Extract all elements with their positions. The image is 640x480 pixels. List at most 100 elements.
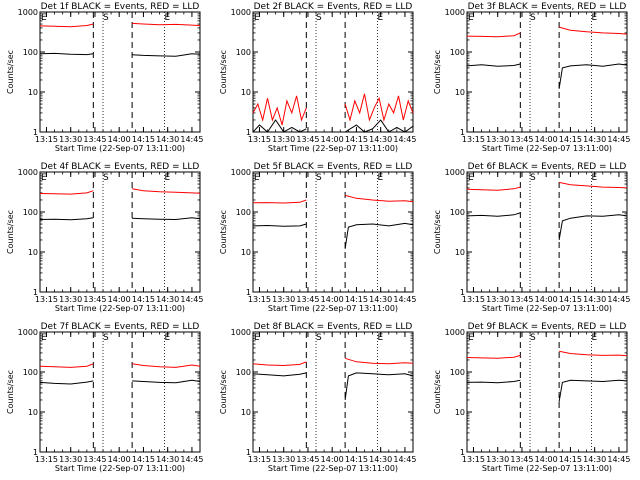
y-tick-label: 1000 bbox=[445, 328, 465, 337]
x-axis-label: Start Time (22-Sep-07 13:11:00) bbox=[55, 144, 185, 153]
chart-panel: Det 4f BLACK = Events, RED = LLD 1 10 100 10… bbox=[6, 162, 203, 313]
y-axis-label: Counts/sec bbox=[433, 50, 442, 94]
x-tick-label: 14:15 bbox=[559, 295, 582, 304]
y-tick-label: 1 bbox=[246, 128, 251, 137]
x-tick-label: 14:15 bbox=[345, 295, 368, 304]
x-tick-label: 14:45 bbox=[393, 135, 416, 144]
x-tick-label: 14:45 bbox=[393, 295, 416, 304]
chart-panel: Det 9f BLACK = Events, RED = LLD 1 10 100 10… bbox=[433, 322, 630, 473]
series-line bbox=[252, 223, 307, 227]
x-tick-label: 14:15 bbox=[345, 455, 368, 464]
y-tick-label: 1 bbox=[246, 448, 251, 457]
series-line bbox=[132, 379, 201, 384]
x-tick-label: 13:45 bbox=[83, 295, 106, 304]
y-tick-label: 1000 bbox=[18, 168, 38, 177]
x-tick-label: 13:45 bbox=[83, 455, 106, 464]
series-lld bbox=[39, 363, 201, 368]
series-line bbox=[39, 190, 94, 195]
x-tick-label: 14:15 bbox=[132, 295, 155, 304]
y-tick-label: 100 bbox=[23, 208, 38, 217]
plot-frame bbox=[466, 11, 628, 133]
y-tick-label: 100 bbox=[450, 48, 465, 57]
x-tick-label: 13:45 bbox=[296, 295, 319, 304]
series-line bbox=[466, 212, 521, 217]
series-line bbox=[252, 361, 307, 367]
series-events bbox=[39, 379, 201, 385]
x-tick-label: 13:45 bbox=[83, 135, 106, 144]
x-tick-label: 13:30 bbox=[272, 135, 295, 144]
series-lld bbox=[252, 194, 414, 204]
y-tick-label: 10 bbox=[455, 408, 465, 417]
plot-frame bbox=[39, 331, 201, 453]
y-tick-label: 10 bbox=[241, 408, 251, 417]
x-tick-label: 14:15 bbox=[132, 455, 155, 464]
y-tick-label: 10 bbox=[28, 88, 38, 97]
chart-panel: Det 6f BLACK = Events, RED = LLD 1 10 100 10… bbox=[433, 162, 630, 313]
x-tick-label: 13:15 bbox=[248, 295, 271, 304]
x-tick-label: 13:30 bbox=[59, 135, 82, 144]
x-axis-label: Start Time (22-Sep-07 13:11:00) bbox=[268, 304, 398, 313]
event-marker-label: S bbox=[316, 173, 322, 183]
event-marker-label: E bbox=[468, 333, 474, 343]
x-tick-label: 14:00 bbox=[321, 135, 344, 144]
plot-frame bbox=[252, 11, 414, 133]
chart-title: Det 1f BLACK = Events, RED = LLD bbox=[41, 2, 200, 12]
x-tick-label: 14:00 bbox=[321, 295, 344, 304]
x-tick-label: 14:15 bbox=[345, 135, 368, 144]
chart-title: Det 9f BLACK = Events, RED = LLD bbox=[468, 322, 627, 332]
x-tick-label: 14:30 bbox=[156, 295, 179, 304]
event-marker-label: S bbox=[530, 333, 536, 343]
x-tick-label: 13:45 bbox=[510, 455, 533, 464]
x-tick-label: 14:30 bbox=[583, 455, 606, 464]
x-tick-label: 14:45 bbox=[607, 135, 630, 144]
x-axis-label: Start Time (22-Sep-07 13:11:00) bbox=[482, 144, 612, 153]
series-line bbox=[39, 52, 94, 56]
series-line bbox=[558, 26, 628, 35]
series-line bbox=[39, 380, 94, 385]
x-tick-label: 14:30 bbox=[369, 135, 392, 144]
y-tick-label: 100 bbox=[450, 368, 465, 377]
y-tick-label: 1000 bbox=[445, 8, 465, 17]
plot-frame bbox=[252, 171, 414, 293]
event-marker-label: S bbox=[103, 333, 109, 343]
x-tick-label: 14:30 bbox=[369, 295, 392, 304]
x-tick-label: 13:15 bbox=[462, 455, 485, 464]
event-marker-label: S bbox=[103, 173, 109, 183]
x-tick-label: 14:45 bbox=[607, 455, 630, 464]
series-events bbox=[252, 119, 414, 133]
x-tick-label: 14:45 bbox=[393, 455, 416, 464]
series-lld bbox=[39, 22, 201, 28]
plot-frame bbox=[252, 331, 414, 453]
x-tick-label: 14:45 bbox=[607, 295, 630, 304]
x-tick-label: 13:45 bbox=[510, 135, 533, 144]
y-tick-label: 1 bbox=[460, 128, 465, 137]
series-lld bbox=[252, 93, 414, 126]
event-marker-label: E bbox=[591, 333, 597, 343]
event-marker-label: E bbox=[254, 173, 260, 183]
series-line bbox=[558, 214, 628, 241]
series-lld bbox=[39, 188, 201, 195]
series-line bbox=[344, 119, 414, 133]
y-tick-label: 1 bbox=[33, 448, 38, 457]
event-marker-label: S bbox=[316, 333, 322, 343]
y-tick-label: 1 bbox=[33, 128, 38, 137]
y-tick-label: 100 bbox=[236, 368, 251, 377]
series-line bbox=[252, 199, 307, 204]
event-marker-label: S bbox=[103, 13, 109, 23]
event-marker-label: E bbox=[254, 13, 260, 23]
x-tick-label: 13:30 bbox=[486, 135, 509, 144]
x-axis-label: Start Time (22-Sep-07 13:11:00) bbox=[482, 464, 612, 473]
series-line bbox=[559, 350, 628, 357]
x-tick-label: 13:15 bbox=[35, 295, 58, 304]
chart-panel: Det 3f BLACK = Events, RED = LLD 1 10 100 10… bbox=[433, 2, 630, 153]
x-tick-label: 13:45 bbox=[510, 295, 533, 304]
series-line bbox=[344, 222, 414, 249]
y-tick-label: 1 bbox=[460, 288, 465, 297]
x-tick-label: 14:45 bbox=[180, 135, 203, 144]
series-line bbox=[558, 379, 628, 402]
series-line bbox=[132, 53, 201, 57]
x-tick-label: 13:15 bbox=[35, 455, 58, 464]
x-tick-label: 13:15 bbox=[35, 135, 58, 144]
event-marker-label: S bbox=[530, 173, 536, 183]
